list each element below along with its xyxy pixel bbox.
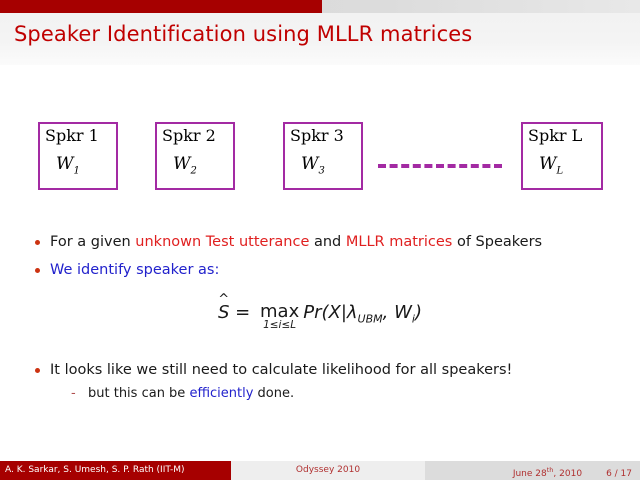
speaker-box-1-matrix: W1 (56, 154, 80, 177)
speaker-box-2-label: Spkr 2 (162, 126, 216, 145)
sub-bullet-item-1: - but this can be efficiently done. (0, 385, 640, 403)
bullet-list-2: It looks like we still need to calculate… (0, 360, 640, 388)
speaker-box-1: Spkr 1 W1 (38, 122, 118, 190)
speaker-box-l: Spkr L WL (521, 122, 603, 190)
footer-conference: Odyssey 2010 (231, 461, 425, 480)
sub-bullet-1-part-1: but this can be (88, 386, 190, 401)
bullet-1-part-2: unknown Test utterance (135, 234, 310, 250)
sub-bullet-1-part-3: done. (253, 386, 295, 401)
equation-rhs: Pr(X|λUBM, Wi) (303, 302, 422, 326)
bullet-3-part-1: It looks like we still need to calculate… (50, 362, 513, 378)
bullet-item-3: It looks like we still need to calculate… (0, 360, 640, 380)
equation-block: ^ S = max 1≤i≤L Pr(X|λUBM, Wi) (0, 292, 640, 331)
footer-authors: A. K. Sarkar, S. Umesh, S. P. Rath (IIT-… (0, 461, 231, 480)
bullet-1-part-5: of Speakers (452, 234, 543, 250)
speaker-box-3-label: Spkr 3 (290, 126, 344, 145)
bullet-dot-icon (35, 268, 40, 273)
bullet-2-part-1: We identify speaker as: (50, 262, 220, 278)
speaker-box-l-label: Spkr L (528, 126, 583, 145)
speaker-box-1-label: Spkr 1 (45, 126, 99, 145)
equation-hat-accent: ^ (218, 292, 230, 307)
header-title-band (0, 13, 640, 65)
equation-equals: = (235, 302, 251, 323)
equation-lhs: ^ S (218, 292, 230, 323)
footer-page-number: 6 / 17 (606, 469, 632, 479)
speaker-box-2-matrix: W2 (173, 154, 197, 177)
speaker-box-3: Spkr 3 W3 (283, 122, 363, 190)
speaker-box-l-matrix: WL (539, 154, 564, 177)
bullet-1-part-1: For a given (50, 234, 136, 250)
sub-bullet-dash-icon: - (71, 386, 76, 401)
sub-bullet-1-part-2: efficiently (189, 386, 254, 401)
page-title: Speaker Identification using MLLR matric… (14, 22, 473, 46)
bullet-1-part-4: MLLR matrices (345, 234, 453, 250)
bullet-list: For a given unknown Test utterance and M… (0, 232, 640, 288)
speaker-box-3-matrix: W3 (301, 154, 325, 177)
bullet-item-2: We identify speaker as: (0, 260, 640, 280)
bullet-dot-icon (35, 240, 40, 245)
speaker-box-2: Spkr 2 W2 (155, 122, 235, 190)
dashed-connector-icon (378, 164, 502, 168)
equation-formula: ^ S = max 1≤i≤L Pr(X|λUBM, Wi) (218, 292, 422, 331)
footer-date: June 28th, 2010 (512, 466, 583, 479)
header-bar-accent (0, 0, 322, 13)
bullet-1-part-3: and (309, 234, 346, 250)
footer-date-page: June 28th, 2010 6 / 17 (425, 461, 640, 480)
footer: A. K. Sarkar, S. Umesh, S. P. Rath (IIT-… (0, 461, 640, 480)
sub-bullet-list: - but this can be efficiently done. (0, 385, 640, 403)
bullet-item-1: For a given unknown Test utterance and M… (0, 232, 640, 252)
bullet-dot-icon (35, 368, 40, 373)
equation-max-operator: max 1≤i≤L (260, 301, 300, 331)
